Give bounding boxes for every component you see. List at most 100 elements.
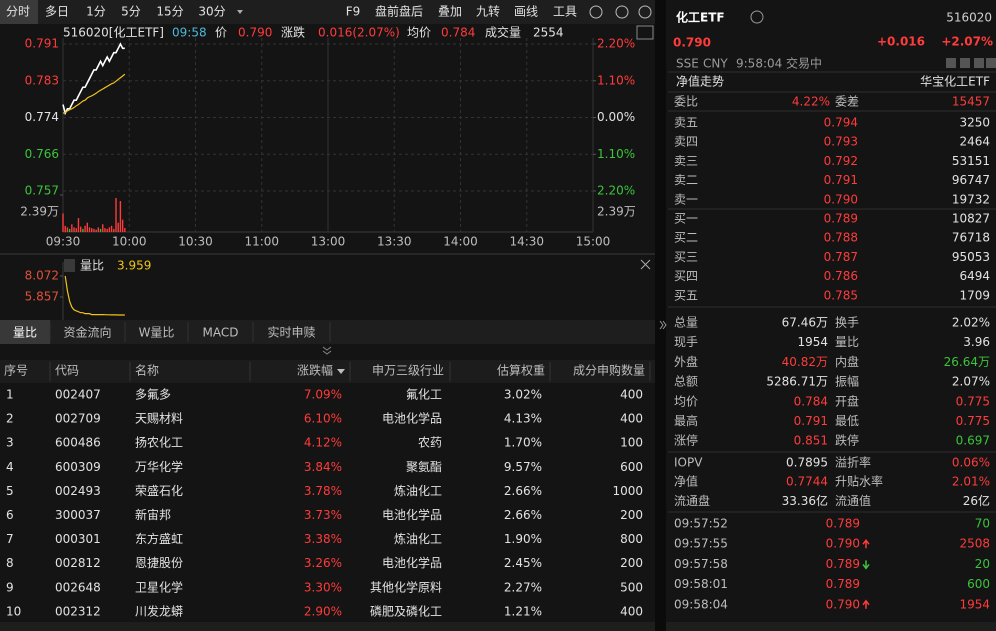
- table-cell: 600486: [55, 436, 101, 450]
- book-label: 买三: [674, 250, 698, 264]
- collapse-icon[interactable]: [322, 346, 332, 351]
- period-tab[interactable]: 5分: [121, 5, 141, 19]
- volume-bar: [73, 227, 75, 232]
- column-header[interactable]: 名称: [135, 363, 159, 378]
- wp-icon[interactable]: [636, 25, 654, 40]
- table-cell: 9: [6, 580, 14, 594]
- table-cell: 氟化工: [406, 388, 442, 402]
- tab[interactable]: W量比: [139, 326, 175, 340]
- column-header[interactable]: 估算权重: [497, 363, 545, 378]
- stat-value: 33.36亿: [782, 493, 828, 508]
- tool-button[interactable]: 盘前盘后: [375, 4, 423, 19]
- icon[interactable]: [946, 58, 956, 68]
- table-cell: 400: [620, 388, 643, 402]
- y-tick-label: 2.39万: [597, 205, 636, 219]
- tab[interactable]: 资金流向: [63, 325, 111, 340]
- tool-button[interactable]: F9: [346, 5, 361, 19]
- book-price: 0.789: [824, 212, 858, 226]
- volume-bar: [99, 228, 102, 232]
- table-cell: 1: [6, 388, 14, 402]
- tab[interactable]: MACD: [203, 326, 239, 340]
- stat-value: 0.775: [956, 394, 990, 408]
- spacer: [0, 344, 655, 359]
- stat-label: 现手: [674, 335, 698, 349]
- tool-button[interactable]: 叠加: [438, 5, 462, 19]
- icon[interactable]: [986, 58, 996, 68]
- expand-icon[interactable]: [659, 320, 664, 330]
- volume-bar: [66, 227, 69, 232]
- sort-icon[interactable]: [337, 369, 345, 374]
- book-price: 0.793: [824, 135, 858, 149]
- table-cell: 3.73%: [304, 508, 342, 522]
- table-cell: 3.84%: [304, 460, 342, 474]
- volume-bar: [93, 228, 95, 232]
- series-line: [62, 73, 126, 114]
- arrow-up: [862, 599, 870, 609]
- table-cell: 1.21%: [504, 604, 542, 618]
- nav-link[interactable]: 净值走势: [676, 74, 724, 89]
- arrow-down: [862, 560, 870, 570]
- y2-tick-label: 1.10%: [597, 147, 635, 161]
- stat-value: 3.96: [963, 335, 990, 349]
- expand-icon[interactable]: [662, 320, 667, 330]
- column-header[interactable]: 代码: [55, 364, 79, 378]
- book-price: 0.790: [824, 192, 858, 206]
- tab[interactable]: 量比: [13, 326, 37, 340]
- help-icon[interactable]: [64, 259, 75, 272]
- info-icon[interactable]: [750, 10, 764, 24]
- tool-button[interactable]: 工具: [553, 5, 577, 19]
- close-icon[interactable]: [638, 5, 652, 19]
- period-tab[interactable]: 分时: [6, 5, 30, 19]
- collapse-icon[interactable]: [322, 350, 332, 355]
- period-tab[interactable]: 15分: [156, 5, 183, 19]
- bottom-bar: [666, 622, 996, 631]
- splitter[interactable]: [655, 0, 666, 631]
- tool-button[interactable]: 九转: [476, 4, 500, 19]
- table-cell: 5: [6, 484, 14, 498]
- book-volume: 6494: [959, 269, 990, 283]
- book-price: 0.794: [824, 116, 858, 130]
- table-cell: 东方盛虹: [135, 531, 183, 546]
- book-volume: 19732: [952, 192, 990, 206]
- period-tab[interactable]: 1分: [86, 5, 106, 19]
- table-cell: 2.90%: [304, 604, 342, 618]
- table-cell: 炼油化工: [394, 483, 442, 498]
- period-tab[interactable]: 30分: [198, 5, 225, 19]
- table-cell: 3: [6, 436, 14, 450]
- stat-label: 总量: [674, 316, 698, 330]
- column-header[interactable]: 序号: [4, 363, 28, 378]
- icon[interactable]: [974, 58, 984, 68]
- stat-value: 26.64万: [944, 355, 990, 369]
- book-volume: 2464: [959, 135, 990, 149]
- dropdown-icon[interactable]: [237, 10, 243, 14]
- period-tab[interactable]: 多日: [45, 5, 69, 19]
- price: 0.790: [238, 26, 272, 40]
- settings-icon[interactable]: [589, 5, 603, 19]
- volume-bar: [121, 219, 124, 232]
- stat-label: 最低: [835, 414, 859, 428]
- indicator-value: 3.959: [117, 259, 151, 273]
- column-header[interactable]: 成分申购数量: [573, 363, 645, 378]
- volume: 2554: [533, 26, 564, 40]
- table-cell: 002493: [55, 484, 101, 498]
- tab-selected: [0, 320, 50, 344]
- tab[interactable]: 实时申赎: [267, 325, 315, 340]
- tool-button[interactable]: 画线: [514, 5, 538, 19]
- series-line: [62, 42, 125, 116]
- y2-tick-label: 0.00%: [597, 110, 635, 124]
- trade-time: 09:58:01: [674, 577, 728, 591]
- toolbar: [0, 0, 655, 24]
- table-cell: 400: [620, 412, 643, 426]
- tab-selected: [0, 0, 38, 24]
- status: 交易中: [786, 56, 822, 71]
- icon[interactable]: [960, 58, 970, 68]
- table-cell: 农药: [418, 436, 442, 450]
- table-cell: 3.78%: [304, 484, 342, 498]
- table-cell: 扬农化工: [135, 435, 183, 450]
- help-icon[interactable]: [615, 5, 629, 19]
- column-header[interactable]: 申万三级行业: [372, 364, 444, 378]
- volume-bar: [117, 222, 119, 232]
- trade-price: 0.789: [826, 557, 860, 571]
- close-icon[interactable]: [640, 259, 651, 270]
- column-header[interactable]: 涨跌幅: [297, 363, 333, 378]
